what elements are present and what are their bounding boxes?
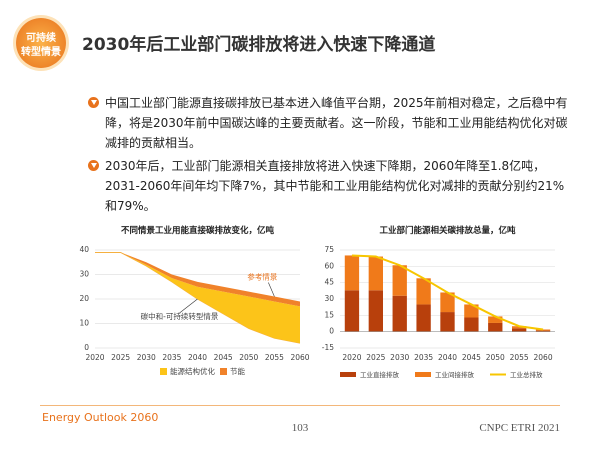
footer-rule	[40, 405, 560, 406]
footer-left: Energy Outlook 2060	[42, 411, 159, 424]
legend-swatch	[160, 368, 167, 375]
x-tick-label: 2030	[390, 353, 409, 362]
y-tick-label: 20	[79, 294, 89, 303]
bar	[488, 316, 503, 323]
y-tick-label: 15	[324, 310, 334, 319]
y-tick-label: 0	[329, 327, 334, 336]
legend-label: 节能	[230, 366, 245, 376]
legend-swatch	[340, 372, 356, 377]
bullet-text: 中国工业部门能源直接碳排放已基本进入峰值平台期，2025年前相对稳定，之后稳中有…	[105, 96, 568, 150]
x-tick-label: 2060	[290, 353, 309, 362]
x-tick-label: 2035	[414, 353, 433, 362]
y-tick-label: 45	[324, 278, 334, 287]
y-tick-label: 75	[324, 245, 334, 254]
y-tick-label: 0	[84, 343, 89, 352]
bar	[344, 255, 360, 291]
legend-label: 能源结构优化	[170, 366, 215, 376]
x-tick-label: 2050	[239, 353, 258, 362]
footer-right: CNPC ETRI 2021	[479, 422, 560, 434]
page-title: 2030年后工业部门碳排放将进入快速下降通道	[82, 35, 436, 55]
bar	[464, 304, 479, 318]
x-tick-label: 2045	[214, 353, 233, 362]
bullet-icon	[88, 160, 99, 171]
x-tick-label: 2040	[438, 353, 457, 362]
x-tick-label: 2035	[162, 353, 181, 362]
x-tick-label: 2020	[342, 353, 361, 362]
legend-label: 工业直接排放	[360, 370, 400, 379]
bar	[392, 265, 407, 296]
annotation: 参考情景	[247, 272, 277, 282]
bar	[512, 326, 527, 329]
bullet: 中国工业部门能源直接碳排放已基本进入峰值平台期，2025年前相对稳定，之后稳中有…	[88, 93, 568, 153]
x-tick-label: 2050	[486, 353, 505, 362]
y-tick-label: 10	[79, 319, 89, 328]
chart-title: 不同情景工业用能直接碳排放变化，亿吨	[121, 225, 275, 236]
bar	[535, 329, 551, 331]
x-tick-label: 2040	[188, 353, 207, 362]
bullet: 2030年后，工业部门能源相关直接排放将进入快速下降期，2060年降至1.8亿吨…	[88, 156, 568, 216]
area	[95, 252, 300, 307]
legend-swatch	[490, 373, 506, 376]
x-tick-label: 2025	[111, 353, 130, 362]
bullet-icon	[88, 97, 99, 108]
y-tick-label: 30	[324, 294, 334, 303]
page-number: 103	[291, 422, 309, 434]
bar	[368, 256, 383, 291]
bar	[440, 292, 455, 313]
y-tick-label: 30	[79, 270, 89, 279]
legend-swatch	[220, 368, 227, 375]
bar	[368, 290, 383, 332]
annotation-leader	[179, 298, 198, 314]
x-tick-label: 2020	[85, 353, 104, 362]
annotation: 碳中和-可持续转型情景	[141, 311, 219, 321]
x-tick-label: 2055	[265, 353, 284, 362]
bar	[464, 317, 479, 332]
annotation-leader	[268, 282, 275, 297]
bar	[416, 304, 431, 332]
bar	[416, 278, 431, 305]
y-tick-label: -15	[322, 343, 334, 352]
x-tick-label: 2060	[534, 353, 553, 362]
y-tick-label: 60	[324, 261, 334, 270]
x-tick-label: 2025	[366, 353, 385, 362]
legend-label: 工业总排放	[510, 370, 543, 379]
chart-title: 工业部门能源相关碳排放总量，亿吨	[379, 225, 516, 236]
bullet-text: 2030年后，工业部门能源相关直接排放将进入快速下降期，2060年降至1.8亿吨…	[105, 159, 565, 213]
x-tick-label: 2055	[510, 353, 529, 362]
bar	[512, 328, 527, 332]
bar	[392, 295, 407, 332]
logo: 可持续 转型情景	[16, 18, 66, 68]
legend-label: 工业间接排放	[435, 370, 475, 379]
bar	[344, 290, 360, 332]
x-tick-label: 2030	[137, 353, 156, 362]
bar	[488, 322, 503, 332]
line	[351, 254, 544, 331]
x-tick-label: 2045	[462, 353, 481, 362]
y-tick-label: 40	[79, 245, 89, 254]
bar	[535, 330, 551, 332]
logo-text: 转型情景	[21, 47, 61, 58]
legend-swatch	[415, 372, 431, 377]
area	[95, 252, 300, 344]
logo-text: 可持续	[26, 33, 56, 44]
bar	[440, 312, 455, 332]
